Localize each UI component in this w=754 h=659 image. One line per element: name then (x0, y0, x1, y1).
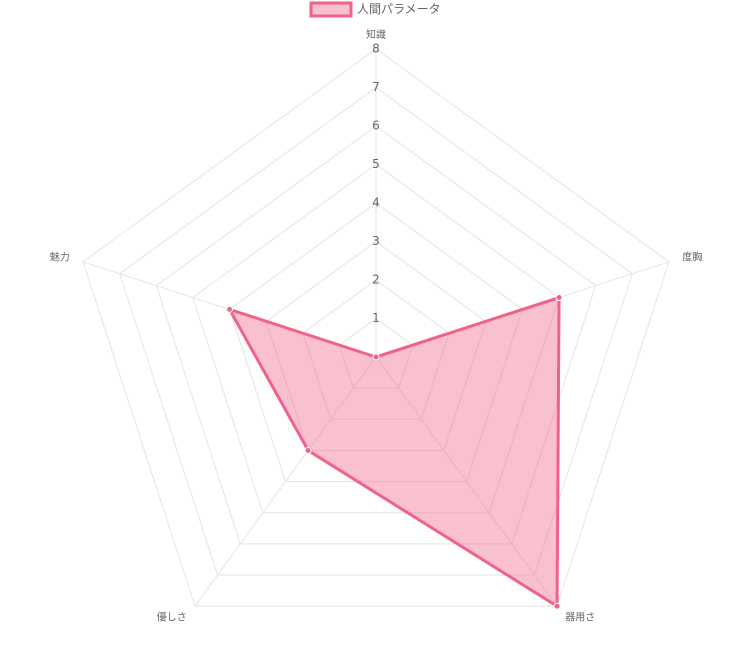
grid-ring (265, 240, 487, 451)
r-tick-label: 5 (372, 157, 380, 171)
data-point (304, 446, 312, 454)
category-label: 魅力 (50, 250, 70, 263)
series-area (228, 296, 561, 608)
grid-ring (82, 48, 670, 607)
r-tick-label: 8 (372, 42, 380, 56)
data-point (372, 353, 380, 361)
legend-swatch (309, 1, 353, 18)
category-label: 度胸 (682, 250, 702, 263)
r-tick-label: 2 (372, 273, 380, 287)
data-point (553, 602, 561, 610)
data-point (226, 305, 234, 313)
grid-ring (338, 317, 414, 389)
r-tick-label: 6 (372, 119, 380, 133)
category-label: 知識 (366, 28, 386, 41)
grid-ring (228, 202, 524, 483)
grid-ring (302, 279, 450, 420)
grid-ring (155, 125, 597, 545)
r-tick-label: 7 (372, 80, 380, 94)
r-tick-label: 4 (372, 196, 380, 210)
r-tick-label: 1 (372, 311, 380, 325)
grid-ring (119, 86, 633, 576)
category-label: 優しさ (157, 611, 187, 624)
grid-ring (192, 163, 560, 514)
r-tick-label: 3 (372, 234, 380, 248)
legend-label: 人間パラメータ (357, 2, 441, 16)
data-point (555, 294, 563, 302)
category-label: 器用さ (565, 612, 595, 624)
